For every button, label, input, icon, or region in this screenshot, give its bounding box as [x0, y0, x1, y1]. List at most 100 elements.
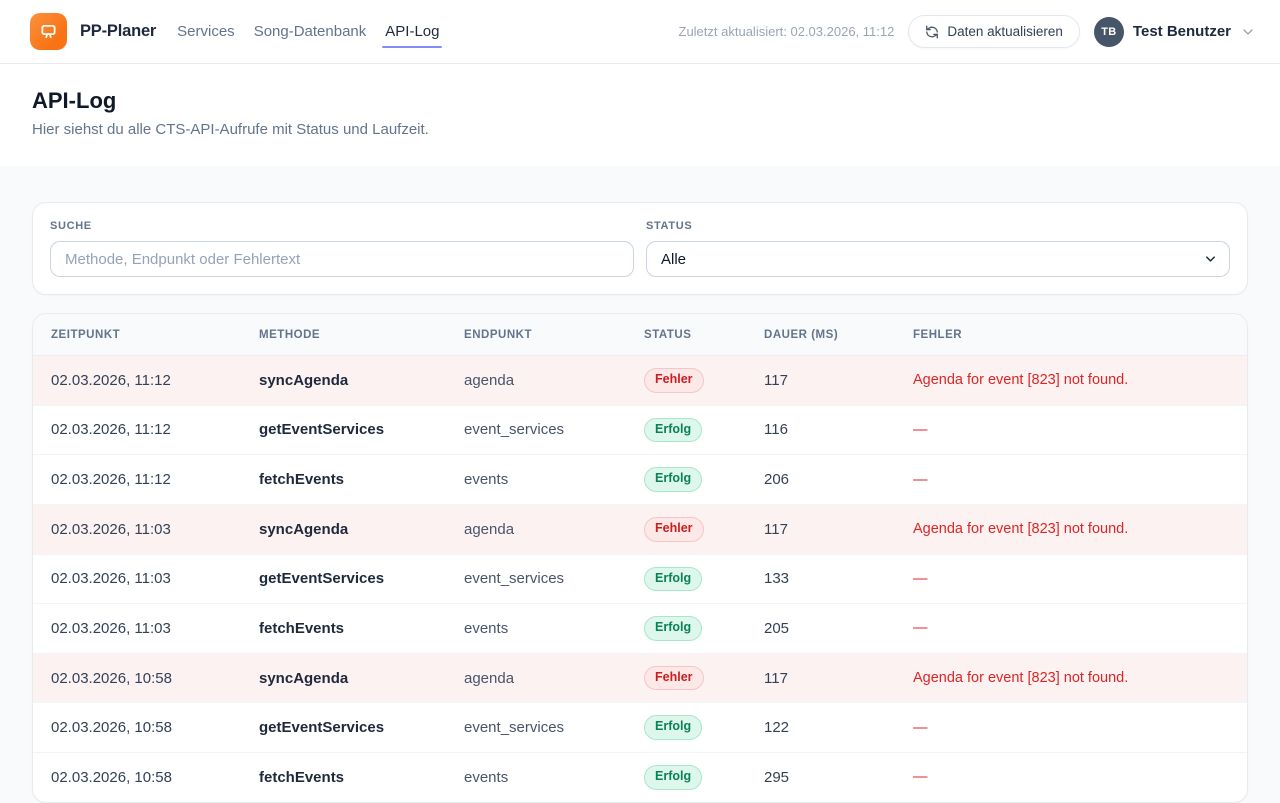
cell-dauer: 133	[746, 553, 895, 604]
cell-methode: syncAgenda	[241, 652, 446, 703]
status-label: STATUS	[646, 220, 693, 232]
cell-status: Erfolg	[626, 454, 746, 505]
cell-status: Erfolg	[626, 702, 746, 753]
cell-methode: getEventServices	[241, 404, 446, 455]
last-updated-text: Zuletzt aktualisiert: 02.03.2026, 11:12	[678, 24, 895, 39]
col-header-fehler: FEHLER	[895, 314, 1247, 356]
cell-status: Erfolg	[626, 751, 746, 802]
cell-dauer: 117	[746, 652, 895, 703]
search-field-group: SUCHE	[50, 220, 634, 277]
cell-status: Fehler	[626, 356, 746, 406]
page-head: API-Log Hier siehst du alle CTS-API-Aufr…	[0, 64, 1280, 166]
user-menu[interactable]: TB Test Benutzer	[1093, 16, 1256, 47]
cell-zeitpunkt: 02.03.2026, 11:12	[33, 404, 241, 455]
api-log-table: ZEITPUNKT METHODE ENDPUNKT STATUS DAUER …	[33, 314, 1247, 802]
log-row: 02.03.2026, 11:03 fetchEvents events Erf…	[33, 603, 1247, 654]
status-select-wrap: Alle	[646, 241, 1230, 277]
cell-methode: syncAgenda	[241, 503, 446, 554]
cell-zeitpunkt: 02.03.2026, 11:03	[33, 503, 241, 554]
status-badge-erfolg: Erfolg	[644, 715, 703, 740]
log-row: 02.03.2026, 11:12 getEventServices event…	[33, 404, 1247, 455]
cell-dauer: 295	[746, 751, 895, 802]
cell-dauer: 205	[746, 603, 895, 654]
cell-methode: getEventServices	[241, 553, 446, 604]
presentation-screen-icon	[38, 21, 59, 42]
cell-zeitpunkt: 02.03.2026, 10:58	[33, 652, 241, 703]
status-badge-erfolg: Erfolg	[644, 765, 703, 790]
chevron-down-icon	[1240, 24, 1256, 40]
log-row: 02.03.2026, 11:12 fetchEvents events Erf…	[33, 454, 1247, 505]
status-badge-erfolg: Erfolg	[644, 616, 703, 641]
log-row: 02.03.2026, 10:58 fetchEvents events Erf…	[33, 751, 1247, 802]
cell-dauer: 206	[746, 454, 895, 505]
topbar: PP-Planer Services Song-Datenbank API-Lo…	[0, 0, 1280, 64]
cell-zeitpunkt: 02.03.2026, 11:12	[51, 371, 171, 389]
cell-dauer: 122	[746, 702, 895, 753]
cell-endpunkt: event_services	[446, 404, 626, 455]
cell-fehler: Agenda for event [823] not found.	[895, 503, 1247, 554]
cell-fehler: —	[895, 553, 1247, 604]
cell-dauer: 116	[746, 404, 895, 455]
cell-zeitpunkt: 02.03.2026, 11:03	[33, 553, 241, 604]
log-row: 02.03.2026, 10:58 syncAgenda agenda Fehl…	[33, 652, 1247, 703]
cell-methode: getEventServices	[241, 702, 446, 753]
cell-zeitpunkt: 02.03.2026, 11:12	[33, 454, 241, 505]
cell-fehler: —	[895, 454, 1247, 505]
status-badge-fehler: Fehler	[644, 516, 704, 542]
nav-item-song-datenbank[interactable]: Song-Datenbank	[253, 23, 367, 40]
cell-status: Fehler	[626, 652, 746, 703]
cell-endpunkt: agenda	[464, 371, 515, 389]
page-subtitle: Hier siehst du alle CTS-API-Aufrufe mit …	[32, 121, 429, 138]
status-field-group: STATUS Alle	[646, 220, 1230, 277]
app-logo	[30, 13, 67, 50]
cell-status: Erfolg	[626, 404, 746, 455]
cell-zeitpunkt: 02.03.2026, 11:03	[33, 603, 241, 654]
nav-item-api-log[interactable]: API-Log	[382, 19, 443, 48]
api-log-table-card: ZEITPUNKT METHODE ENDPUNKT STATUS DAUER …	[32, 313, 1248, 803]
cell-endpunkt: events	[446, 751, 626, 802]
col-header-status: STATUS	[626, 314, 746, 356]
search-input[interactable]	[50, 241, 634, 277]
cell-fehler: —	[895, 702, 1247, 753]
cell-methode: fetchEvents	[241, 603, 446, 654]
cell-endpunkt: events	[446, 603, 626, 654]
status-badge-erfolg: Erfolg	[644, 566, 703, 592]
cell-endpunkt: event_services	[446, 553, 626, 604]
log-row: 02.03.2026, 10:58 getEventServices event…	[33, 702, 1247, 753]
cell-methode: fetchEvents	[241, 454, 446, 505]
nav-item-services[interactable]: Services	[177, 23, 235, 40]
status-select[interactable]: Alle	[646, 241, 1230, 277]
col-header-dauer: DAUER (MS)	[746, 314, 895, 356]
cell-fehler: —	[895, 603, 1247, 654]
table-header: ZEITPUNKT METHODE ENDPUNKT STATUS DAUER …	[33, 314, 1247, 356]
cell-endpunkt: agenda	[446, 503, 626, 554]
cell-endpunkt: agenda	[446, 652, 626, 703]
cell-fehler: —	[895, 404, 1247, 455]
avatar: TB	[1093, 16, 1124, 47]
cell-zeitpunkt: 02.03.2026, 10:58	[33, 702, 241, 753]
col-header-methode: METHODE	[241, 314, 446, 356]
cell-endpunkt: event_services	[446, 702, 626, 753]
brand: PP-Planer	[30, 13, 156, 50]
cell-methode: fetchEvents	[241, 751, 446, 802]
page-title: API-Log	[32, 88, 117, 113]
refresh-icon	[925, 25, 939, 39]
status-badge-erfolg: Erfolg	[644, 417, 703, 443]
cell-dauer: 117	[746, 503, 895, 554]
log-row: 02.03.2026, 11:03 syncAgenda agenda Fehl…	[33, 503, 1247, 554]
search-label: SUCHE	[50, 220, 92, 232]
refresh-button-label: Daten aktualisieren	[947, 24, 1063, 39]
cell-status: Erfolg	[626, 553, 746, 604]
filter-card: SUCHE STATUS Alle	[32, 202, 1248, 295]
log-row: 02.03.2026, 11:03 getEventServices event…	[33, 553, 1247, 604]
topbar-right: Zuletzt aktualisiert: 02.03.2026, 11:12 …	[679, 15, 1257, 48]
table-body: 02.03.2026, 11:12 syncAgenda agenda Fehl…	[33, 355, 1247, 802]
main-nav: Services Song-Datenbank API-Log	[176, 19, 443, 48]
cell-zeitpunkt: 02.03.2026, 10:58	[33, 751, 241, 802]
cell-status: Fehler	[626, 503, 746, 554]
cell-fehler: Agenda for event [823] not found.	[895, 652, 1247, 703]
refresh-data-button[interactable]: Daten aktualisieren	[908, 15, 1080, 48]
cell-fehler: Agenda for event [823] not found.	[913, 372, 1129, 389]
main-content: SUCHE STATUS Alle ZEITPUNKT	[0, 166, 1280, 803]
cell-status: Erfolg	[626, 603, 746, 654]
